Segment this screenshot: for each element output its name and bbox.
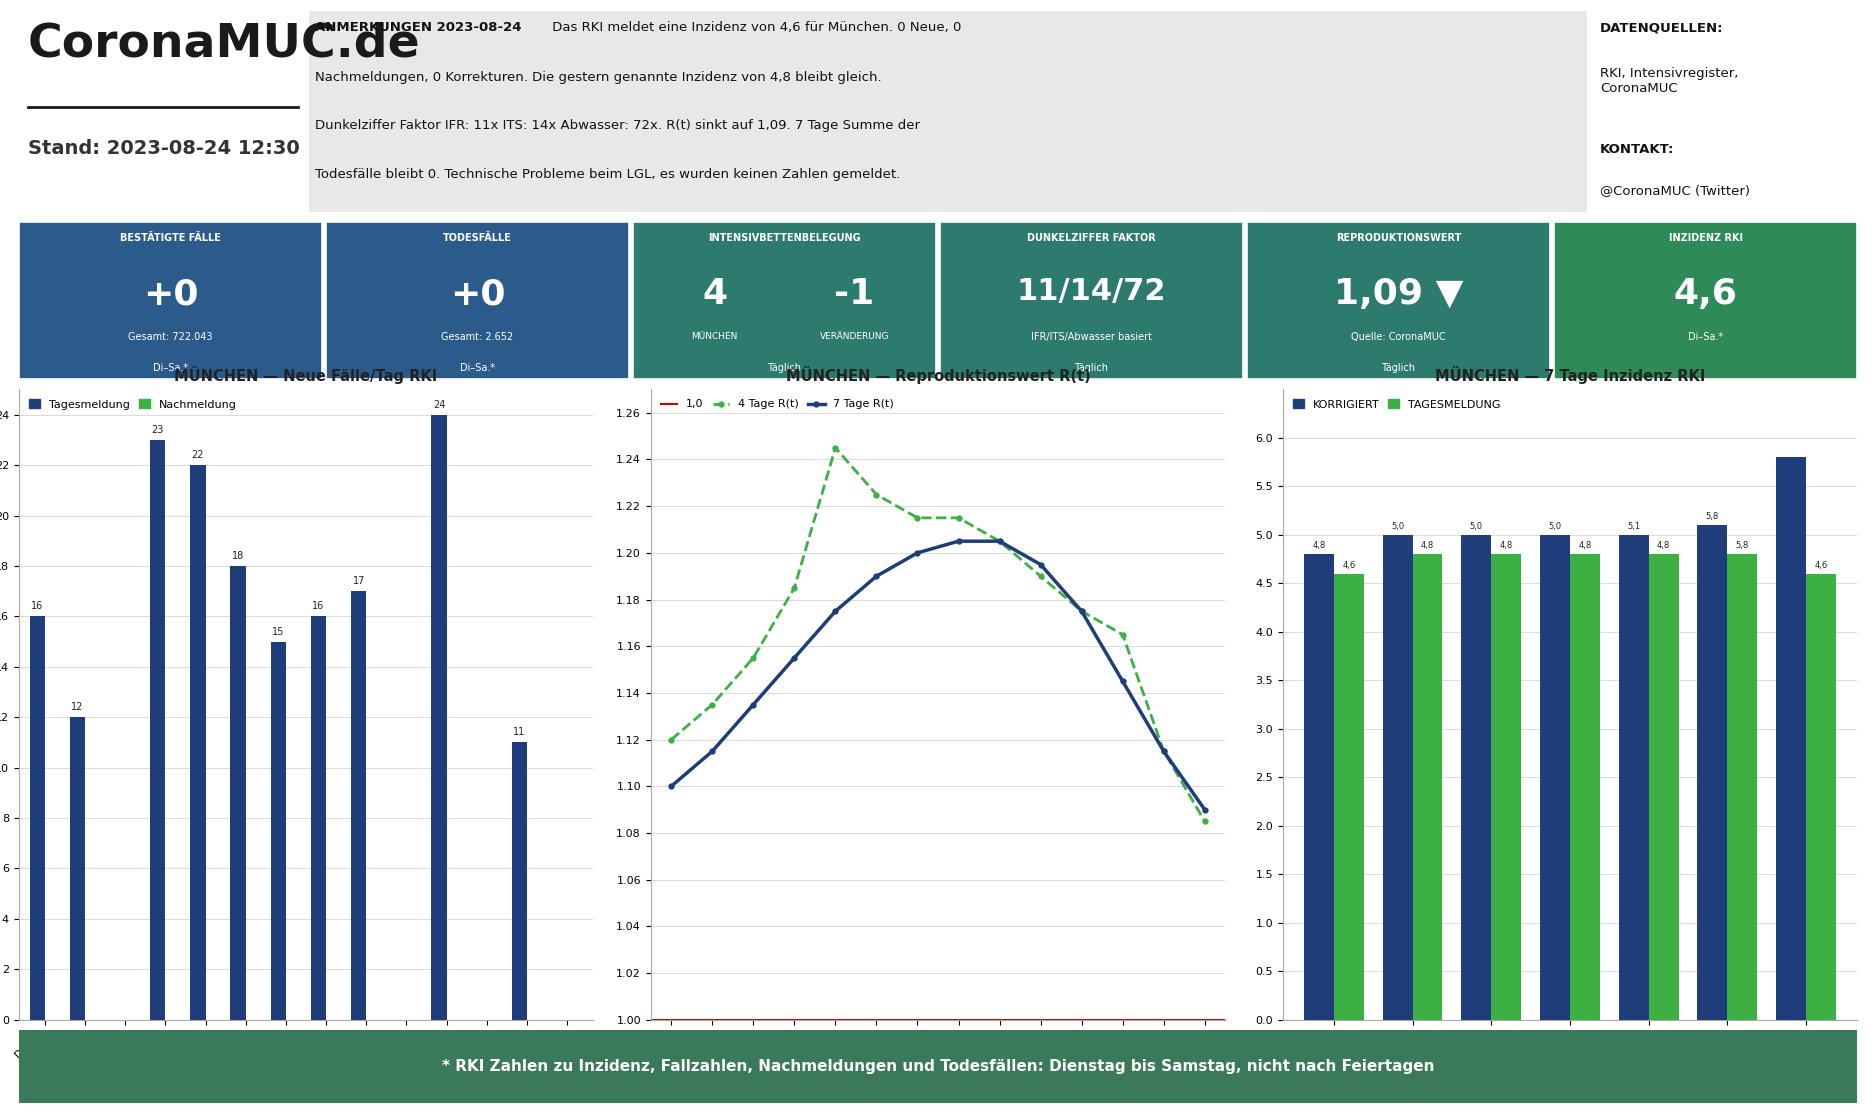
Bar: [69, 717, 84, 1019]
Bar: [1304, 555, 1334, 1019]
Bar: [1777, 458, 1807, 1019]
Bar: [310, 11, 1587, 212]
Bar: [1619, 535, 1649, 1019]
Bar: [1461, 535, 1491, 1019]
Bar: [270, 642, 285, 1019]
Bar: [431, 414, 446, 1019]
Text: 4: 4: [702, 277, 728, 311]
Text: TODESFÄLLE: TODESFÄLLE: [443, 233, 512, 243]
Bar: [1413, 555, 1443, 1019]
Text: 18: 18: [233, 551, 244, 560]
Text: 4,8: 4,8: [1657, 541, 1670, 550]
Text: 4,6: 4,6: [1673, 277, 1737, 311]
Text: 5,0: 5,0: [1548, 522, 1561, 531]
Text: KONTAKT:: KONTAKT:: [1600, 144, 1673, 156]
Text: IFR/ITS/Abwasser basiert: IFR/ITS/Abwasser basiert: [1032, 332, 1152, 342]
Text: REPRODUKTIONSWERT: REPRODUKTIONSWERT: [1336, 233, 1461, 243]
Text: 5,0: 5,0: [1392, 522, 1403, 531]
Text: 1,09 ▼: 1,09 ▼: [1334, 277, 1463, 311]
Text: DUNKELZIFFER FAKTOR: DUNKELZIFFER FAKTOR: [1028, 233, 1156, 243]
Text: CoronaMUC.de: CoronaMUC.de: [28, 21, 420, 66]
Text: 5,1: 5,1: [1626, 522, 1640, 531]
Text: 4,6: 4,6: [1341, 560, 1356, 569]
Title: MÜNCHEN — Reproduktionswert R(t): MÜNCHEN — Reproduktionswert R(t): [786, 367, 1090, 384]
Text: Täglich: Täglich: [1075, 363, 1109, 373]
Text: 22: 22: [191, 450, 204, 460]
Text: +0: +0: [450, 277, 505, 311]
Bar: [1807, 574, 1837, 1019]
Bar: [189, 465, 206, 1019]
Text: 11/14/72: 11/14/72: [1017, 277, 1167, 306]
Text: @CoronaMUC (Twitter): @CoronaMUC (Twitter): [1600, 184, 1750, 196]
Bar: [1383, 535, 1413, 1019]
Bar: [512, 742, 527, 1019]
Title: MÜNCHEN — 7 Tage Inzidenz RKI: MÜNCHEN — 7 Tage Inzidenz RKI: [1435, 367, 1705, 384]
Text: 23: 23: [152, 424, 163, 434]
Text: Di–Sa.*: Di–Sa.*: [1688, 332, 1724, 342]
Text: 17: 17: [353, 576, 364, 586]
Text: BESTÄTIGTE FÄLLE: BESTÄTIGTE FÄLLE: [120, 233, 221, 243]
Text: 15: 15: [272, 626, 285, 636]
Bar: [311, 616, 326, 1019]
Text: -1: -1: [835, 277, 874, 311]
Text: 12: 12: [71, 702, 84, 712]
Text: VERÄNDERUNG: VERÄNDERUNG: [820, 332, 889, 341]
Text: 4,8: 4,8: [1499, 541, 1512, 550]
Text: Nachmeldungen, 0 Korrekturen. Die gestern genannte Inzidenz von 4,8 bleibt gleic: Nachmeldungen, 0 Korrekturen. Die gester…: [315, 71, 882, 85]
Bar: [1698, 525, 1728, 1019]
Text: 11: 11: [514, 727, 525, 737]
Legend: KORRIGIERT, TAGESMELDUNG: KORRIGIERT, TAGESMELDUNG: [1289, 395, 1505, 414]
Bar: [1728, 555, 1758, 1019]
Text: ANMERKUNGEN 2023-08-24: ANMERKUNGEN 2023-08-24: [315, 21, 522, 35]
Text: Todesfälle bleibt 0. Technische Probleme beim LGL, es wurden keinen Zahlen gemel: Todesfälle bleibt 0. Technische Probleme…: [315, 167, 900, 180]
Text: Dunkelziffer Faktor IFR: 11x ITS: 14x Abwasser: 72x. R(t) sinkt auf 1,09. 7 Tage: Dunkelziffer Faktor IFR: 11x ITS: 14x Ab…: [315, 119, 919, 133]
Text: INZIDENZ RKI: INZIDENZ RKI: [1668, 233, 1743, 243]
Title: MÜNCHEN — Neue Fälle/Tag RKI: MÜNCHEN — Neue Fälle/Tag RKI: [174, 367, 437, 384]
Text: Täglich: Täglich: [1381, 363, 1416, 373]
Text: 5,8: 5,8: [1705, 512, 1718, 521]
Text: 5,8: 5,8: [1735, 541, 1748, 550]
Text: * RKI Zahlen zu Inzidenz, Fallzahlen, Nachmeldungen und Todesfällen: Dienstag bi: * RKI Zahlen zu Inzidenz, Fallzahlen, Na…: [441, 1059, 1435, 1074]
Bar: [1540, 535, 1570, 1019]
Text: Di–Sa.*: Di–Sa.*: [152, 363, 188, 373]
Bar: [1334, 574, 1364, 1019]
Legend: Tagesmeldung, Nachmeldung: Tagesmeldung, Nachmeldung: [24, 395, 240, 414]
Text: Gesamt: 722.043: Gesamt: 722.043: [128, 332, 212, 342]
Text: 24: 24: [433, 400, 445, 410]
Text: +0: +0: [143, 277, 199, 311]
Text: Quelle: CoronaMUC: Quelle: CoronaMUC: [1351, 332, 1446, 342]
Text: 16: 16: [32, 602, 43, 612]
Text: Das RKI meldet eine Inzidenz von 4,6 für München. 0 Neue, 0: Das RKI meldet eine Inzidenz von 4,6 für…: [548, 21, 962, 35]
Text: 4,8: 4,8: [1420, 541, 1433, 550]
Text: Stand: 2023-08-24 12:30: Stand: 2023-08-24 12:30: [28, 139, 300, 158]
Bar: [150, 440, 165, 1019]
Text: Gesamt: 2.652: Gesamt: 2.652: [441, 332, 514, 342]
Text: MÜNCHEN: MÜNCHEN: [692, 332, 737, 341]
Text: Täglich: Täglich: [767, 363, 801, 373]
Text: 5,0: 5,0: [1469, 522, 1482, 531]
Text: 4,6: 4,6: [1814, 560, 1827, 569]
Bar: [1649, 555, 1679, 1019]
Bar: [1491, 555, 1521, 1019]
Legend: 1,0, 4 Tage R(t), 7 Tage R(t): 1,0, 4 Tage R(t), 7 Tage R(t): [657, 395, 899, 414]
Bar: [351, 592, 366, 1019]
Text: INTENSIVBETTENBELEGUNG: INTENSIVBETTENBELEGUNG: [707, 233, 861, 243]
Text: 4,8: 4,8: [1313, 541, 1326, 550]
Text: 16: 16: [311, 602, 325, 612]
Bar: [30, 616, 45, 1019]
Text: RKI, Intensivregister,
CoronaMUC: RKI, Intensivregister, CoronaMUC: [1600, 67, 1739, 96]
Text: Di–Sa.*: Di–Sa.*: [460, 363, 495, 373]
Text: DATENQUELLEN:: DATENQUELLEN:: [1600, 21, 1724, 35]
Bar: [231, 566, 246, 1019]
Bar: [1570, 555, 1600, 1019]
Text: 4,8: 4,8: [1578, 541, 1591, 550]
